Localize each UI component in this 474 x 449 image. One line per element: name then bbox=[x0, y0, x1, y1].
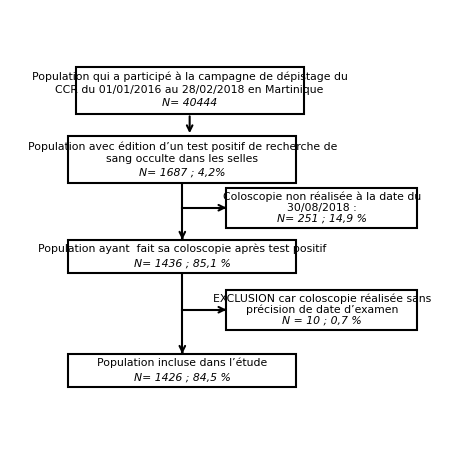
Text: N= 1426 ; 84,5 %: N= 1426 ; 84,5 % bbox=[134, 373, 231, 383]
FancyBboxPatch shape bbox=[227, 290, 418, 330]
Text: N= 251 ; 14,9 %: N= 251 ; 14,9 % bbox=[277, 214, 367, 224]
Text: Population ayant  fait sa coloscopie après test positif: Population ayant fait sa coloscopie aprè… bbox=[38, 243, 327, 254]
FancyBboxPatch shape bbox=[227, 188, 418, 228]
FancyBboxPatch shape bbox=[68, 136, 296, 183]
FancyBboxPatch shape bbox=[76, 67, 303, 114]
Text: sang occulte dans les selles: sang occulte dans les selles bbox=[106, 154, 258, 164]
Text: 30/08/2018 :: 30/08/2018 : bbox=[287, 203, 357, 213]
FancyBboxPatch shape bbox=[68, 354, 296, 387]
Text: Coloscopie non réalisée à la date du: Coloscopie non réalisée à la date du bbox=[223, 191, 421, 202]
Text: Population avec édition d’un test positif de recherche de: Population avec édition d’un test positi… bbox=[27, 141, 337, 151]
Text: Population qui a participé à la campagne de dépistage du: Population qui a participé à la campagne… bbox=[32, 72, 347, 82]
Text: CCR du 01/01/2016 au 28/02/2018 en Martinique: CCR du 01/01/2016 au 28/02/2018 en Marti… bbox=[55, 85, 324, 95]
Text: N= 1436 ; 85,1 %: N= 1436 ; 85,1 % bbox=[134, 259, 231, 269]
Text: N = 10 ; 0,7 %: N = 10 ; 0,7 % bbox=[282, 316, 362, 326]
Text: Population incluse dans l’étude: Population incluse dans l’étude bbox=[97, 357, 267, 368]
Text: EXCLUSION car coloscopie réalisée sans: EXCLUSION car coloscopie réalisée sans bbox=[213, 293, 431, 304]
Text: N= 40444: N= 40444 bbox=[162, 98, 217, 108]
FancyBboxPatch shape bbox=[68, 240, 296, 273]
Text: précision de date d’examen: précision de date d’examen bbox=[246, 304, 398, 315]
Text: N= 1687 ; 4,2%: N= 1687 ; 4,2% bbox=[139, 167, 226, 177]
